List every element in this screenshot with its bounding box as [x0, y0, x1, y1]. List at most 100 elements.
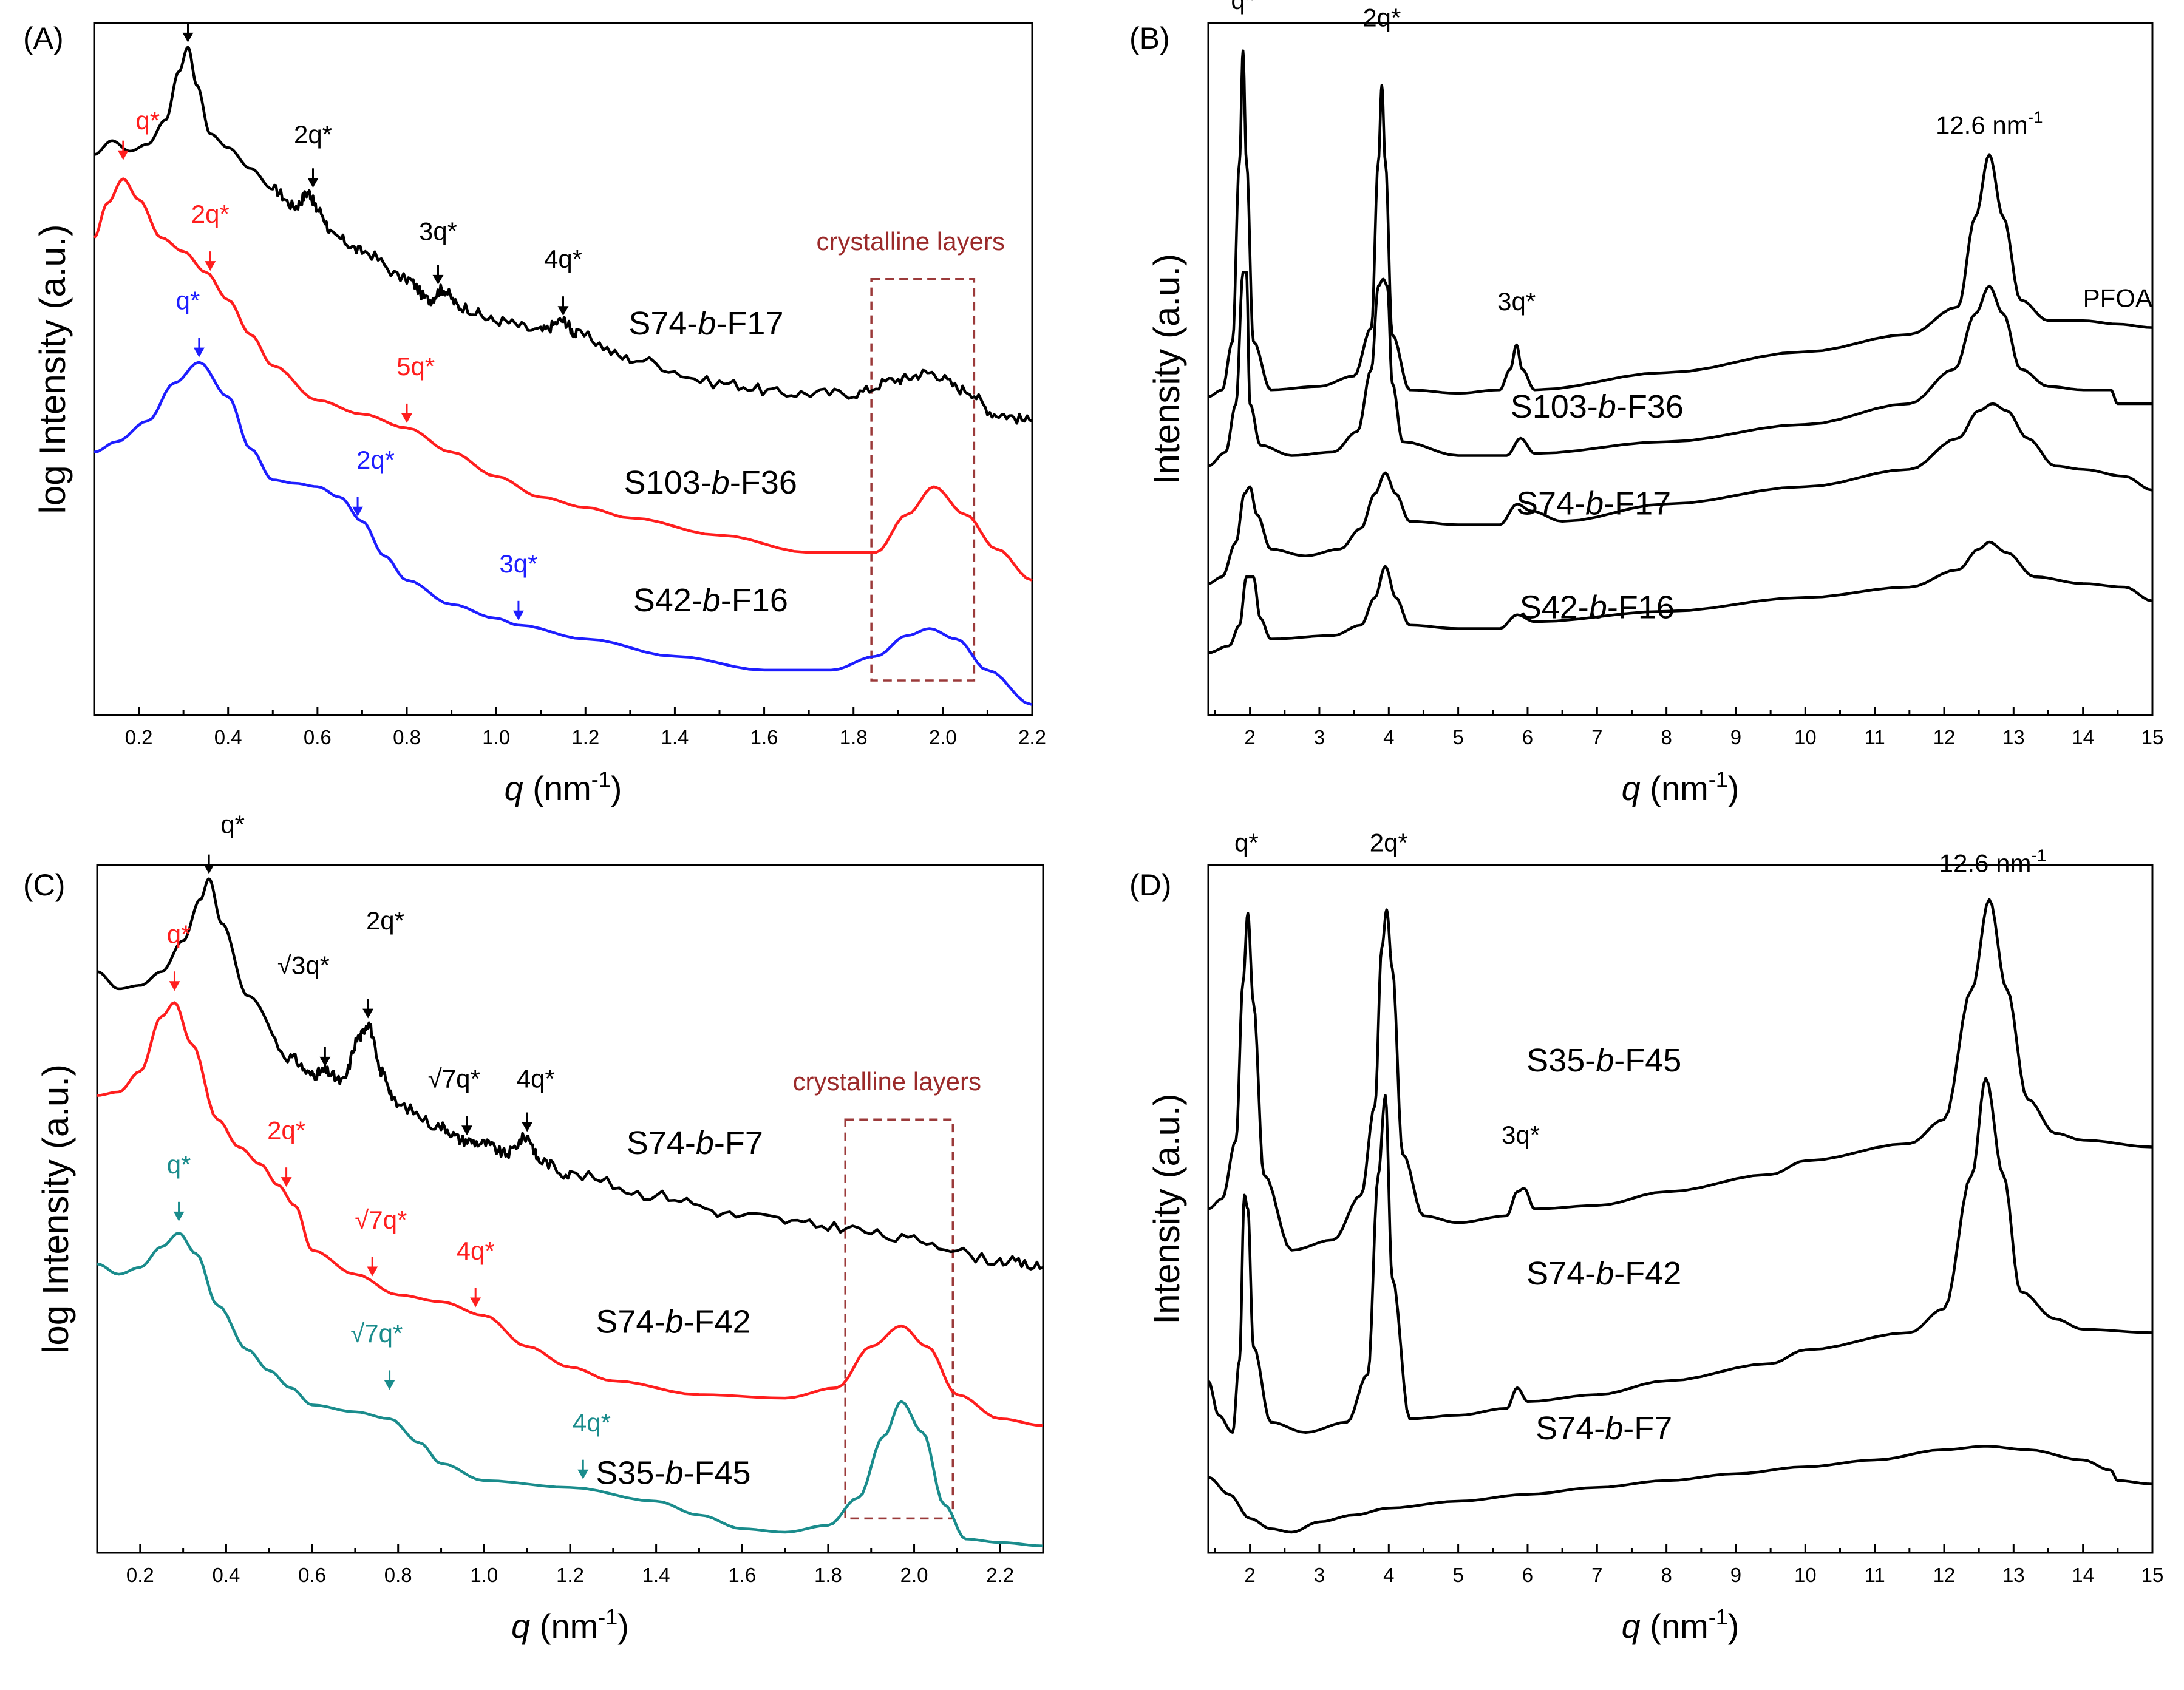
series-line [1208, 49, 2153, 398]
series-name-part: S74- [628, 305, 698, 342]
x-axis-unit-exp: -1 [1709, 1604, 1728, 1629]
x-axis-unit-exp: -1 [1709, 767, 1728, 792]
peak-arrow-head [461, 1125, 473, 1136]
x-axis-unit-exp: -1 [591, 767, 611, 792]
peak-arrow-head [117, 150, 129, 160]
peak-label-text: 3q* [1497, 287, 1536, 316]
x-tick-label: 1.4 [642, 1564, 670, 1586]
peak-arrow-head [352, 506, 364, 517]
x-tick-label: 3 [1314, 726, 1325, 748]
peak-label: 4q* [457, 1237, 495, 1265]
peak-arrow-head [182, 32, 194, 42]
series-name-part: b [665, 1455, 683, 1491]
x-tick-label: 5 [1452, 726, 1463, 748]
series-name: S74-b-F42 [596, 1303, 750, 1340]
series-name-part: -F7 [1623, 1410, 1672, 1447]
series-line [97, 877, 1044, 1271]
x-axis-label: q (nm-1) [1622, 767, 1740, 807]
series-name-part: -F17 [716, 305, 783, 342]
peak-label: √7q* [355, 1206, 407, 1234]
x-tick-label: 2.0 [929, 726, 957, 748]
peak-arrow-head [193, 347, 205, 358]
peak-label: q* [167, 920, 191, 949]
plot-frame [1207, 22, 2154, 716]
series-name: S74-b-F17 [1516, 485, 1671, 521]
peak-arrow-head [384, 1380, 395, 1390]
x-axis-unit: (nm [1641, 769, 1709, 807]
peak-label-exp: -1 [2028, 107, 2043, 126]
series-line [1208, 271, 2152, 467]
x-axis-unit-exp: -1 [598, 1604, 617, 1629]
series-name-part: -F42 [684, 1303, 751, 1340]
x-axis-symbol: q [505, 769, 523, 807]
peak-arrow-head [173, 1211, 185, 1221]
peak-arrow-head [557, 306, 569, 316]
peak-label: 4q* [517, 1065, 555, 1093]
peak-label-exp: -1 [2031, 846, 2046, 864]
series-name: S74-b-F7 [1536, 1410, 1672, 1447]
x-tick-label: 2.2 [1018, 726, 1046, 748]
peak-label-text: 12.6 nm [1936, 110, 2028, 139]
x-axis-unit: (nm [530, 1607, 598, 1645]
x-tick-label: 6 [1522, 1564, 1533, 1586]
y-axis-label: log Intensity (a.u.) [32, 225, 73, 514]
panel-label: (C) [23, 868, 65, 902]
x-axis-symbol: q [1622, 769, 1641, 807]
x-axis-label: q (nm-1) [1622, 1604, 1740, 1645]
x-tick-label: 1.4 [661, 726, 689, 748]
peak-label-text: 2q* [1362, 4, 1401, 32]
series-name-part: -F16 [721, 582, 788, 619]
series-name: S35-b-F45 [596, 1455, 750, 1491]
series-name-part: b [698, 305, 716, 342]
plot-frame [93, 22, 1033, 716]
series-line [94, 361, 1033, 707]
series-name-part: b [696, 1125, 714, 1161]
series-name: S103-b-F36 [1511, 389, 1684, 425]
series-name-part: S103- [624, 464, 712, 501]
x-tick-label: 15 [2141, 1564, 2164, 1586]
series-line [1208, 540, 2153, 654]
x-tick-label: 1.6 [750, 726, 778, 748]
crystalline-label: crystalline layers [793, 1067, 981, 1096]
x-tick-label: 2.0 [900, 1564, 928, 1586]
x-tick-label: 13 [2002, 726, 2025, 748]
peak-label: q* [1234, 828, 1259, 857]
series-name-part: b [1596, 1042, 1614, 1079]
peak-arrow-head [367, 1266, 378, 1277]
series-name-part: -F36 [730, 464, 797, 501]
peak-label: 2q* [294, 120, 332, 149]
series-line [1208, 402, 2153, 585]
peak-label: 3q* [1502, 1121, 1540, 1149]
x-axis-label: q (nm-1) [511, 1604, 629, 1645]
peak-label: 4q* [544, 245, 582, 273]
x-tick-label: 9 [1730, 1564, 1741, 1586]
series-name: S74-b-F42 [1526, 1255, 1681, 1292]
panel-b: (B) 2 3 4 5 6 7 8 9 10 11 12 13 14 15 Intensity (a.u.) q… [1129, 0, 2163, 807]
peak-label: 2q* [366, 906, 404, 935]
series-name: S42-b-F16 [633, 582, 788, 619]
series-name-part: b [665, 1303, 683, 1340]
series-name-part: S74- [1526, 1255, 1596, 1292]
peak-label: √7q* [428, 1065, 480, 1093]
x-tick-label: 0.6 [304, 726, 332, 748]
peak-label-text: 3q* [1502, 1121, 1540, 1149]
series-name-part: -F36 [1616, 389, 1684, 425]
crystalline-label: crystalline layers [817, 227, 1005, 256]
y-axis-label: log Intensity (a.u.) [35, 1064, 76, 1354]
x-tick-label: 7 [1591, 1564, 1602, 1586]
panel-a: (A) 0.2 0.4 0.6 0.8 1.0 1.2 1.4 1.6 1.8 2.0 2.2 log … [23, 21, 1046, 807]
series-name-part: S74- [596, 1303, 665, 1340]
series-name: S74-b-F17 [628, 305, 783, 342]
peak-label: 2q* [1370, 828, 1408, 857]
peak-label: 12.6 nm-1 [1939, 846, 2047, 877]
x-tick-label: 1.6 [728, 1564, 756, 1586]
x-tick-label: 5 [1452, 1564, 1463, 1586]
x-tick-label: 1.0 [470, 1564, 498, 1586]
series-name: S103-b-F36 [624, 464, 797, 501]
series-name-part: S74- [627, 1125, 696, 1161]
peak-arrow-head [432, 274, 444, 285]
peak-label: 3q* [419, 217, 457, 246]
x-axis-unit-end: ) [611, 769, 622, 807]
peak-arrow-head [281, 1177, 292, 1187]
x-tick-label: 9 [1730, 726, 1741, 748]
